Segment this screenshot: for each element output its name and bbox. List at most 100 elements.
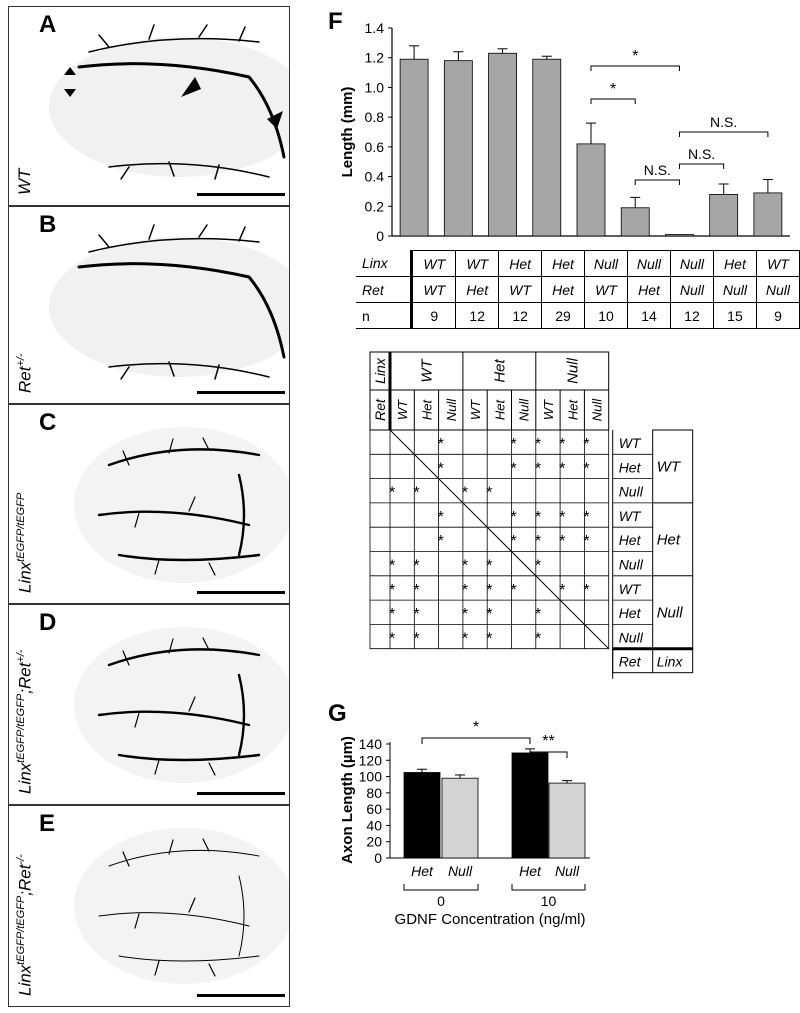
microscopy-panel-c: C LinxtEGFP/tEGFP: [8, 404, 290, 604]
matrix-row-label: Het: [619, 532, 642, 548]
significance-star: *: [486, 606, 492, 623]
matrix-sub-label: Null: [517, 398, 532, 422]
matrix-group-label: Null: [564, 357, 581, 384]
significance-star: *: [486, 485, 492, 502]
significance-star: *: [413, 582, 419, 599]
panel-c-label: C: [39, 409, 57, 436]
table-cell: Het: [626, 276, 671, 303]
neuron-image: [74, 427, 289, 583]
matrix-group-label: Het: [491, 358, 508, 382]
significance-star: *: [389, 630, 395, 647]
significance-star: *: [511, 509, 517, 526]
significance-star: *: [559, 582, 565, 599]
panel-f-label: F: [328, 8, 343, 35]
panel-e-label: E: [39, 810, 56, 837]
table-cell: 12: [669, 302, 714, 329]
significance-star: *: [535, 460, 541, 477]
table-cell: 15: [712, 302, 757, 329]
significance-star: *: [583, 509, 589, 526]
significance-bracket: [590, 65, 680, 71]
table-cell: Null: [669, 250, 714, 277]
table-cell: 10: [584, 302, 628, 329]
matrix-row-label: Null: [619, 629, 644, 645]
significance-star: *: [462, 485, 468, 502]
table-cell: Null: [755, 276, 800, 303]
significance-star: *: [583, 533, 589, 550]
significance-star: *: [389, 582, 395, 599]
significance-star: *: [438, 460, 444, 477]
significance-star: *: [413, 630, 419, 647]
bar: [576, 143, 606, 237]
matrix-row-label: Het: [619, 605, 642, 621]
significance-star: *: [535, 558, 541, 575]
significance-star: *: [511, 533, 517, 550]
table-cell: Null: [626, 250, 671, 277]
significance-star: *: [559, 533, 565, 550]
microscopy-panel-a: A WT: [8, 6, 290, 206]
table-cell: WT: [411, 250, 457, 277]
matrix-sub-label: Null: [444, 398, 459, 422]
matrix-row-group: WT: [657, 458, 682, 475]
y-axis-title: Length (mm): [339, 87, 356, 178]
matrix-ret-bottom: Ret: [619, 654, 642, 670]
matrix-linx-bottom: Linx: [657, 654, 684, 670]
matrix-row-label: Null: [619, 557, 644, 573]
scale-bar: [197, 591, 285, 594]
y-tick-label: 0.2: [365, 198, 385, 214]
neuron-image: [74, 627, 289, 783]
panel-f-chart: 0 0.2 0.4 0.6 0.8 1.0 1.2 1.4 Length (mm) * * N.S. N…: [339, 20, 790, 244]
significance-star: *: [413, 558, 419, 575]
y-tick-label: 1.0: [365, 79, 385, 95]
matrix-row-group: Het: [657, 531, 681, 548]
significance-star: *: [438, 533, 444, 550]
y-tick-label: 1.4: [365, 20, 385, 36]
table-cell: Het: [455, 276, 500, 303]
significance-star: *: [535, 630, 541, 647]
significance-star: *: [462, 606, 468, 623]
significance-star: *: [559, 436, 565, 453]
neuron-image: [49, 224, 289, 380]
significance-star: *: [462, 582, 468, 599]
significance-star: *: [462, 630, 468, 647]
y-tick-label: 0.6: [365, 139, 385, 155]
matrix-row-label: WT: [619, 435, 642, 451]
table-cell: 12: [455, 302, 500, 329]
matrix-sub-label: Null: [590, 398, 605, 422]
significance-bracket: [590, 98, 636, 104]
table-cell: Null: [584, 250, 628, 277]
significance-star: *: [389, 485, 395, 502]
significance-star: *: [511, 460, 517, 477]
microscopy-panel-e: E LinxtEGFP/tEGFP;Ret-/-: [8, 805, 290, 1007]
y-tick-label: 0.8: [365, 109, 385, 125]
table-cell: Null: [712, 276, 757, 303]
matrix-sub-label: WT: [541, 399, 556, 420]
matrix-row-label: Null: [619, 484, 644, 500]
significance-star: *: [413, 606, 419, 623]
table-row: Linx WT WT Het Het Null Null Null Het WT: [356, 250, 800, 277]
matrix-row-label: WT: [619, 508, 642, 524]
table-cell: 29: [541, 302, 585, 329]
panel-b-label: B: [39, 211, 57, 238]
matrix-sub-label: WT: [468, 399, 483, 420]
significance-star: *: [535, 436, 541, 453]
y-tick-label: 0.4: [365, 169, 385, 185]
neuron-image: [49, 24, 289, 180]
significance-star: *: [438, 436, 444, 453]
genotype-table: Linx WT WT Het Het Null Null Null Het WT Ret WT Het W…: [356, 250, 800, 329]
bar: [443, 60, 473, 237]
matrix-sub-label: Het: [492, 398, 507, 420]
row-header: Linx: [356, 250, 414, 277]
significance-star: *: [535, 533, 541, 550]
scale-bar: [197, 994, 285, 997]
significance-label: *: [610, 81, 616, 98]
significance-bracket: [678, 131, 769, 137]
matrix-sub-label: WT: [395, 399, 410, 420]
table-cell: WT: [411, 276, 457, 303]
significance-label: N.S.: [688, 146, 715, 162]
scale-bar: [197, 792, 285, 795]
panel-g-label: G: [328, 700, 347, 727]
matrix-row-group: Null: [657, 604, 684, 621]
significance-label: N.S.: [710, 114, 737, 130]
matrix-row-label: Het: [619, 459, 642, 475]
